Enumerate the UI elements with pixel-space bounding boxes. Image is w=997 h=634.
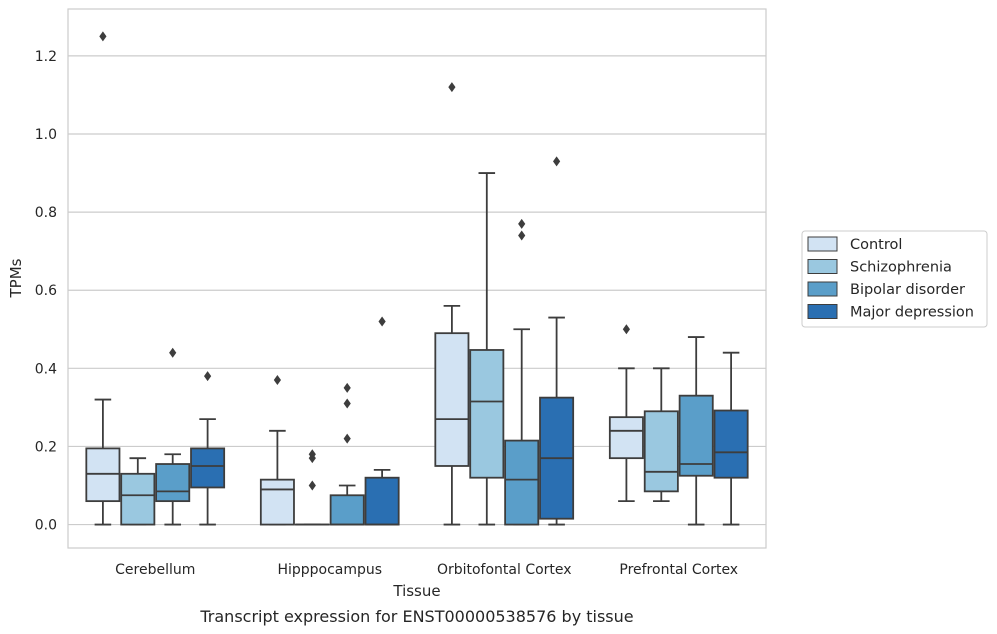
box-1-3 (364, 316, 400, 526)
outlier-point (308, 449, 316, 460)
box-0-3 (190, 371, 226, 526)
box-2-0 (434, 82, 470, 526)
outlier-point (343, 398, 351, 409)
legend-swatch (807, 259, 838, 274)
outlier-point (622, 324, 630, 335)
box-body (259, 478, 295, 526)
y-tick-label: 1.2 (35, 49, 57, 65)
y-tick-label: 0.0 (35, 518, 57, 534)
legend-label: Bipolar disorder (850, 282, 965, 298)
chart-caption: Transcript expression for ENST0000053857… (199, 607, 633, 626)
outlier-point (553, 156, 561, 167)
box-2-1 (469, 172, 505, 526)
outlier-point (343, 382, 351, 393)
outlier-point (99, 31, 107, 42)
box-body (608, 416, 644, 460)
y-tick-label: 0.2 (35, 439, 57, 455)
outlier-point (518, 230, 526, 241)
gridlines (68, 55, 766, 526)
outlier-point (448, 82, 456, 93)
y-tick-labels: 0.0 0.2 0.4 0.6 0.8 1.0 1.2 (35, 49, 57, 534)
legend-swatch (807, 281, 838, 297)
box-3-1 (643, 367, 679, 503)
outlier-point (273, 375, 281, 386)
outlier-point (169, 347, 177, 358)
plot-area (67, 8, 767, 549)
box-body (434, 332, 470, 467)
y-tick-label: 1.0 (35, 127, 57, 143)
y-tick-label: 0.8 (35, 205, 57, 221)
outlier-point (204, 371, 212, 382)
x-tick-label: Hipppocampus (277, 562, 382, 578)
outlier-point (378, 316, 386, 327)
x-axis-label: Tissue (392, 582, 440, 600)
box-body (155, 463, 191, 503)
box-0-1 (120, 457, 156, 526)
x-tick-label: Orbitofontal Cortex (437, 562, 572, 578)
box-0-2 (155, 347, 191, 526)
outlier-point (518, 218, 526, 229)
box-body (469, 349, 505, 479)
outlier-point (343, 433, 351, 444)
box-3-0 (608, 324, 644, 503)
box-body (120, 472, 156, 526)
box-3-2 (678, 336, 714, 526)
legend-label: Schizophrenia (850, 260, 952, 276)
box-body (329, 494, 365, 526)
legend: Control Schizophrenia Bipolar disorder Majo… (801, 230, 988, 328)
legend-swatch (807, 236, 838, 252)
box-2-3 (539, 156, 575, 526)
box-0-0 (85, 31, 121, 526)
box-body (713, 409, 749, 479)
box-3-3 (713, 351, 749, 526)
box-1-1 (294, 449, 330, 526)
legend-swatch (807, 304, 838, 319)
legend-label: Major depression (850, 305, 974, 321)
legend-label: Control (850, 237, 902, 253)
box-1-0 (259, 375, 295, 526)
box-body (678, 394, 714, 477)
box-body (643, 410, 679, 493)
x-tick-label: Cerebellum (115, 562, 195, 578)
y-axis-label: TPMs (7, 258, 25, 298)
x-tick-label: Prefrontal Cortex (619, 562, 738, 578)
box-plots (85, 31, 749, 526)
box-2-2 (504, 218, 540, 526)
legend-frame (801, 230, 988, 328)
box-body (190, 447, 226, 489)
box-1-2 (329, 382, 365, 526)
box-body (85, 447, 121, 503)
y-tick-label: 0.6 (35, 283, 57, 299)
box-body (504, 439, 540, 526)
box-body (364, 476, 400, 526)
y-tick-label: 0.4 (35, 361, 57, 377)
outlier-point (308, 480, 316, 491)
x-tick-labels: Cerebellum Hipppocampus Orbitofontal Corte… (115, 562, 738, 578)
